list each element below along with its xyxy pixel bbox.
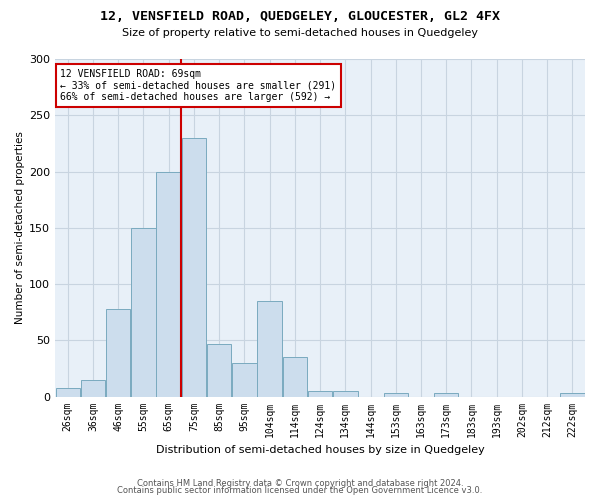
Text: Contains HM Land Registry data © Crown copyright and database right 2024.: Contains HM Land Registry data © Crown c…	[137, 478, 463, 488]
Y-axis label: Number of semi-detached properties: Number of semi-detached properties	[15, 132, 25, 324]
Bar	[81, 380, 105, 396]
Bar	[232, 363, 257, 396]
Bar	[333, 391, 358, 396]
Text: Size of property relative to semi-detached houses in Quedgeley: Size of property relative to semi-detach…	[122, 28, 478, 38]
Bar	[434, 393, 458, 396]
Bar	[283, 357, 307, 397]
X-axis label: Distribution of semi-detached houses by size in Quedgeley: Distribution of semi-detached houses by …	[156, 445, 484, 455]
Text: Contains public sector information licensed under the Open Government Licence v3: Contains public sector information licen…	[118, 486, 482, 495]
Bar	[383, 393, 408, 396]
Text: 12, VENSFIELD ROAD, QUEDGELEY, GLOUCESTER, GL2 4FX: 12, VENSFIELD ROAD, QUEDGELEY, GLOUCESTE…	[100, 10, 500, 23]
Bar	[56, 388, 80, 396]
Bar	[560, 393, 584, 396]
Text: 12 VENSFIELD ROAD: 69sqm
← 33% of semi-detached houses are smaller (291)
66% of : 12 VENSFIELD ROAD: 69sqm ← 33% of semi-d…	[61, 69, 337, 102]
Bar	[106, 309, 130, 396]
Bar	[131, 228, 155, 396]
Bar	[157, 172, 181, 396]
Bar	[207, 344, 232, 396]
Bar	[182, 138, 206, 396]
Bar	[257, 301, 282, 396]
Bar	[308, 391, 332, 396]
